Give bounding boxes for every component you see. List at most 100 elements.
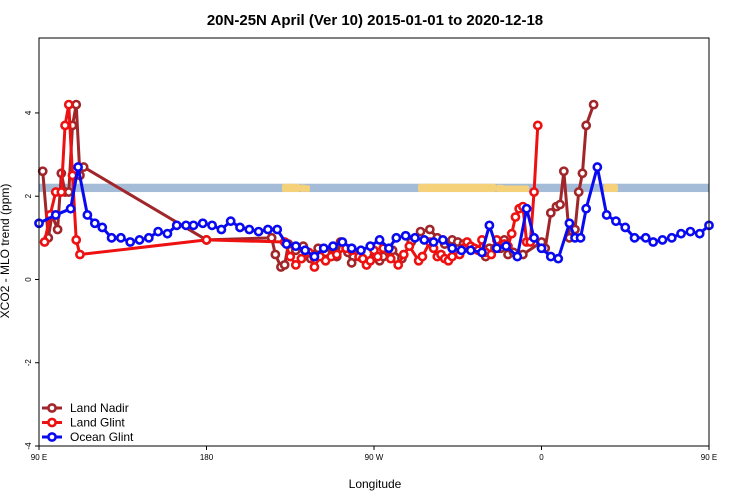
land-patch <box>418 183 496 193</box>
data-point <box>244 224 255 235</box>
data-point <box>575 232 586 243</box>
chart-title: 20N-25N April (Ver 10) 2015-01-01 to 202… <box>207 12 543 29</box>
land-patch <box>288 184 298 193</box>
data-point <box>512 251 523 262</box>
legend-label: Land Glint <box>70 416 125 430</box>
data-point <box>558 166 569 177</box>
y-tick-label: -4 <box>24 442 33 450</box>
data-point <box>270 249 281 260</box>
data-point <box>290 241 301 252</box>
data-point <box>60 120 70 131</box>
land-patch <box>501 185 529 193</box>
data-point <box>553 253 564 264</box>
data-point <box>225 216 236 227</box>
data-point <box>50 210 61 220</box>
data-point <box>581 120 592 131</box>
data-point <box>39 237 50 247</box>
x-tick-label: 90 E <box>31 453 47 462</box>
data-point <box>393 259 404 270</box>
land-patch <box>612 184 618 193</box>
land-patch <box>305 185 310 193</box>
data-point <box>71 99 82 110</box>
data-point <box>564 218 575 229</box>
data-point <box>648 237 659 247</box>
data-point <box>309 251 320 262</box>
legend-item: Land Nadir <box>42 401 129 415</box>
ocean-band <box>39 183 709 193</box>
data-point <box>106 232 117 243</box>
data-point <box>629 232 640 243</box>
x-axis: 90 E 180 90 W 0 90 E <box>31 446 717 462</box>
data-point <box>63 187 74 197</box>
data-point <box>63 99 74 110</box>
data-point <box>545 251 556 262</box>
data-point <box>52 224 63 235</box>
data-point <box>581 203 592 214</box>
data-point <box>365 255 376 266</box>
data-point <box>115 232 126 243</box>
x-tick-label: 180 <box>200 453 214 462</box>
y-tick-label: 0 <box>24 277 33 282</box>
data-point <box>447 243 458 254</box>
y-axis-label: XCO2 - MLO trend (ppm) <box>0 184 12 319</box>
legend-label: Ocean Glint <box>70 430 134 444</box>
data-point <box>216 224 227 235</box>
data-point <box>529 232 539 243</box>
data-point <box>447 251 458 262</box>
data-point <box>491 243 502 254</box>
data-point <box>588 99 599 110</box>
data-point <box>536 243 547 254</box>
y-tick-label: -2 <box>24 359 33 367</box>
data-point <box>657 235 668 245</box>
y-tick-label: 2 <box>24 193 33 198</box>
data-point <box>506 228 517 239</box>
data-point <box>290 259 301 270</box>
data-point <box>529 187 539 197</box>
data-point <box>424 224 435 235</box>
data-point <box>410 232 420 243</box>
data-point <box>676 228 686 239</box>
land-ocean-band <box>39 183 709 193</box>
data-point <box>253 226 264 237</box>
data-point <box>153 226 164 237</box>
x-tick-label: 0 <box>539 453 544 462</box>
data-point <box>346 243 357 254</box>
data-point <box>73 162 83 172</box>
x-tick-label: 90 W <box>365 453 384 462</box>
data-point <box>419 235 430 245</box>
data-point <box>510 212 521 222</box>
data-point <box>383 243 394 254</box>
data-point <box>263 224 273 235</box>
data-point <box>337 237 348 247</box>
data-point <box>279 259 290 270</box>
data-point <box>620 222 631 233</box>
data-point <box>207 220 217 231</box>
data-point <box>65 203 76 214</box>
data-point <box>666 232 677 243</box>
data-point <box>577 168 588 179</box>
data-point <box>555 199 566 210</box>
data-point <box>592 162 603 172</box>
x-axis-label: Longitude <box>349 477 402 491</box>
data-point <box>134 235 145 245</box>
data-point <box>532 120 543 131</box>
data-point <box>71 235 82 245</box>
data-point <box>162 228 173 239</box>
data-point <box>281 239 292 249</box>
data-point <box>285 251 296 262</box>
data-point <box>501 241 512 252</box>
data-point <box>477 247 487 258</box>
data-point <box>328 241 338 252</box>
data-point <box>415 226 426 237</box>
land-patch <box>300 184 306 193</box>
legend-label: Land Nadir <box>70 401 129 415</box>
data-point <box>456 245 467 256</box>
data-point <box>374 235 385 245</box>
data-point <box>365 241 376 252</box>
data-point <box>75 249 85 260</box>
data-point <box>484 220 495 231</box>
legend-marker <box>47 432 57 442</box>
data-point <box>97 222 108 233</box>
data-point <box>235 222 245 233</box>
